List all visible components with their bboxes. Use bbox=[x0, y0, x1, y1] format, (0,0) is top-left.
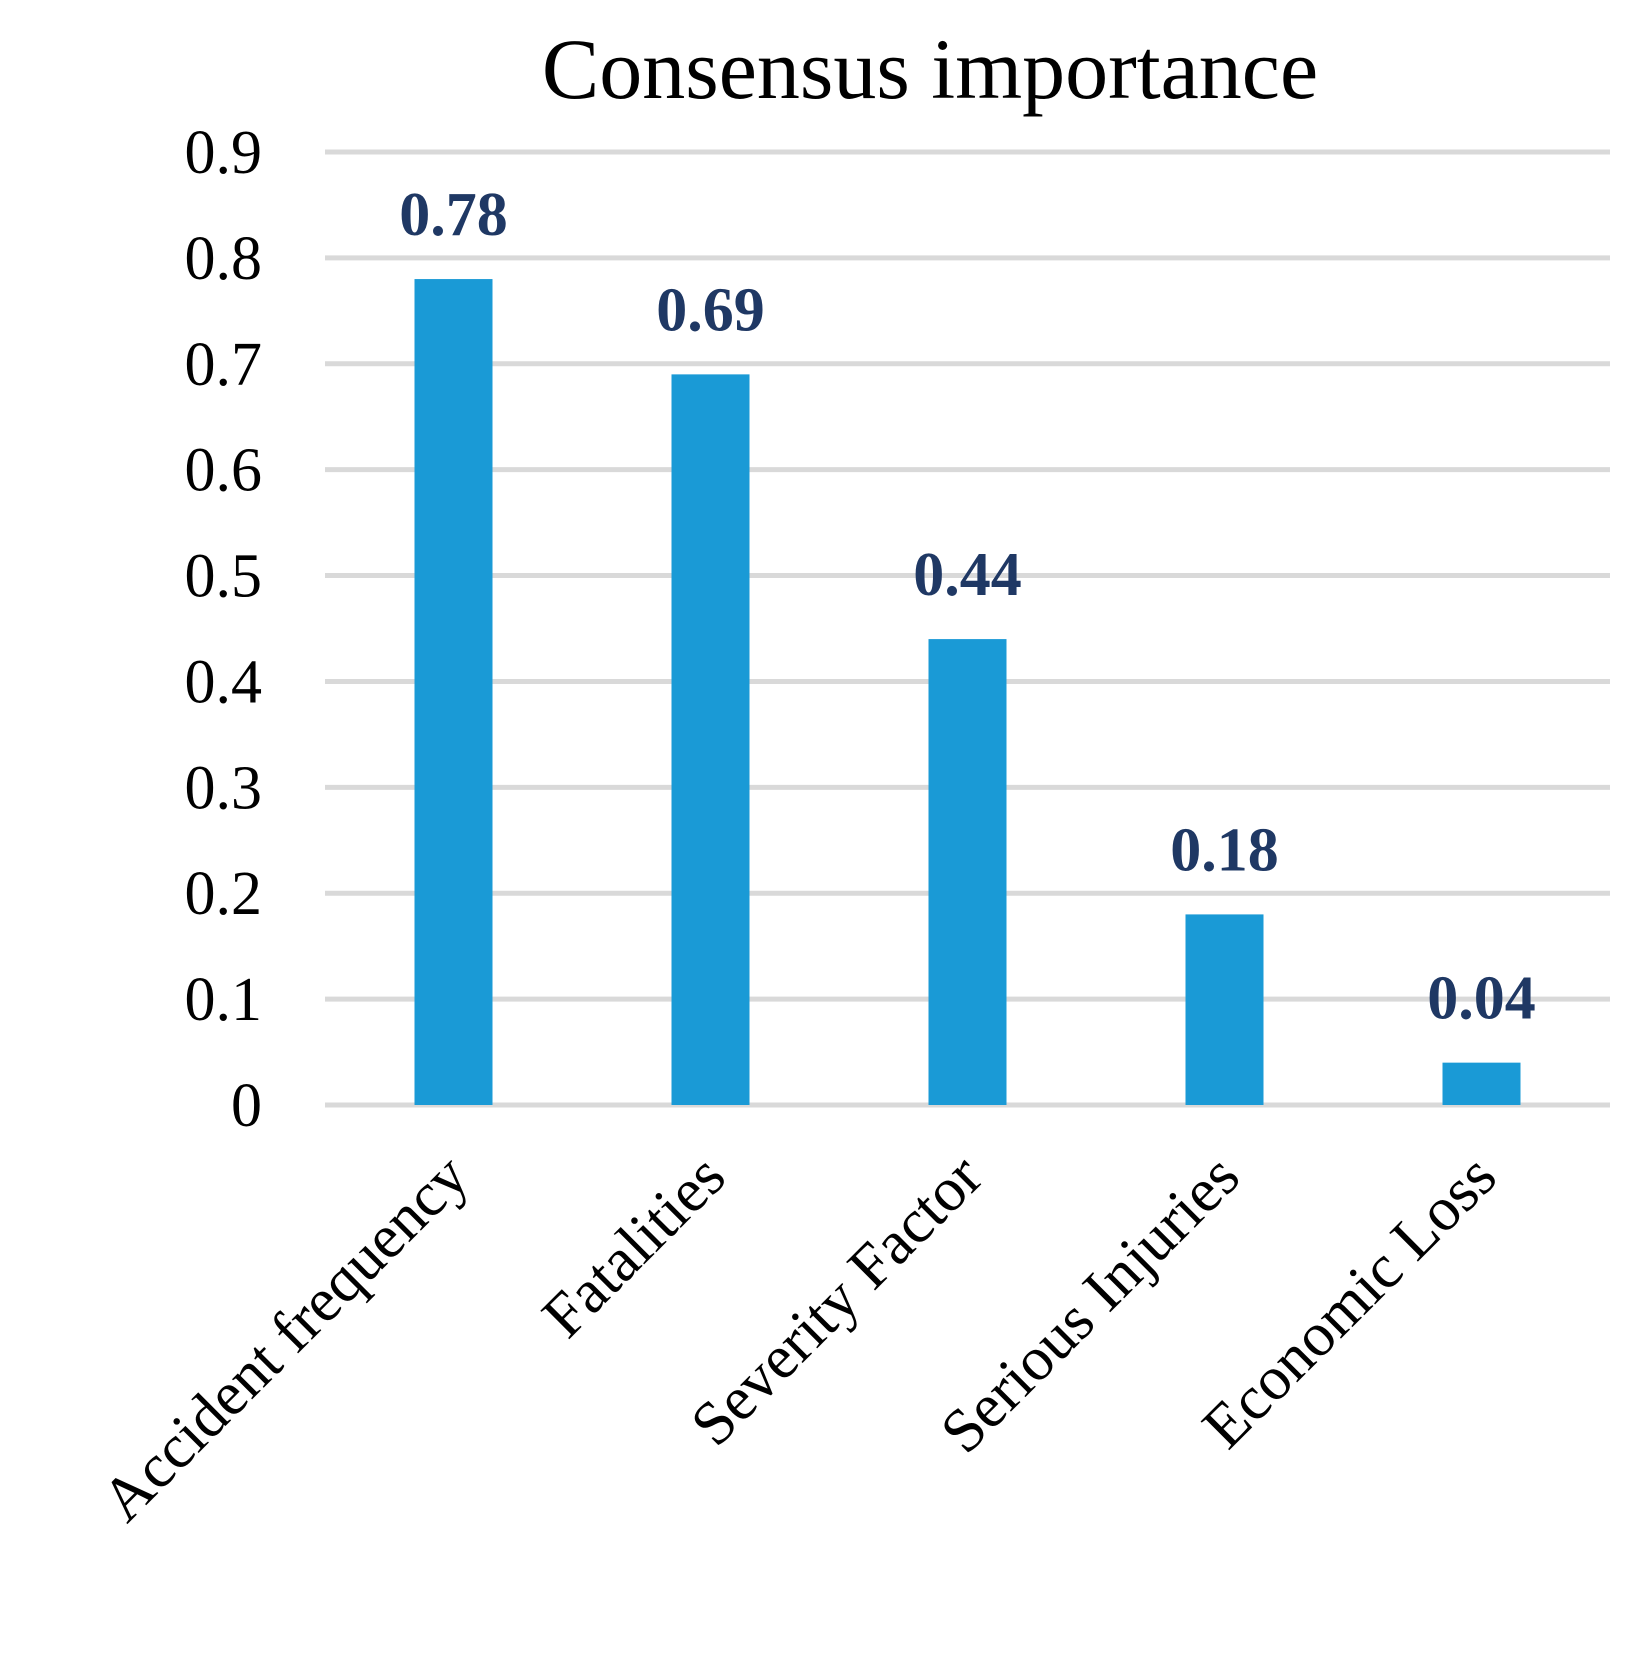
y-tick-label: 0.6 bbox=[185, 437, 263, 505]
y-tick-label: 0.8 bbox=[185, 225, 263, 293]
data-label: 0.44 bbox=[913, 541, 1022, 609]
bar bbox=[414, 279, 493, 1106]
y-axis-ticks: 0 0.1 0.2 0.3 0.4 0.5 0.6 0.7 0.8 0.9 bbox=[185, 119, 263, 1140]
x-tick-label: Accident frequency bbox=[89, 1142, 482, 1535]
bars bbox=[414, 279, 1521, 1106]
y-tick-label: 0.2 bbox=[185, 860, 263, 928]
data-label: 0.69 bbox=[656, 276, 765, 344]
y-tick-label: 0.5 bbox=[185, 543, 263, 611]
data-label: 0.18 bbox=[1170, 816, 1279, 884]
y-tick-label: 0.9 bbox=[185, 119, 263, 187]
x-tick-label: Fatalities bbox=[530, 1142, 739, 1351]
bar bbox=[928, 639, 1007, 1105]
data-label: 0.04 bbox=[1427, 965, 1536, 1033]
y-tick-label: 0 bbox=[231, 1072, 262, 1140]
data-label: 0.78 bbox=[399, 181, 508, 249]
y-tick-label: 0.7 bbox=[185, 331, 263, 399]
y-tick-label: 0.4 bbox=[185, 648, 263, 716]
y-tick-label: 0.3 bbox=[185, 754, 263, 822]
y-tick-label: 0.1 bbox=[185, 966, 263, 1034]
bar bbox=[671, 374, 750, 1105]
chart-title: Consensus importance bbox=[542, 21, 1318, 117]
bar bbox=[1442, 1062, 1521, 1105]
data-labels: 0.78 0.69 0.44 0.18 0.04 bbox=[399, 181, 1536, 1033]
bar bbox=[1185, 914, 1264, 1105]
